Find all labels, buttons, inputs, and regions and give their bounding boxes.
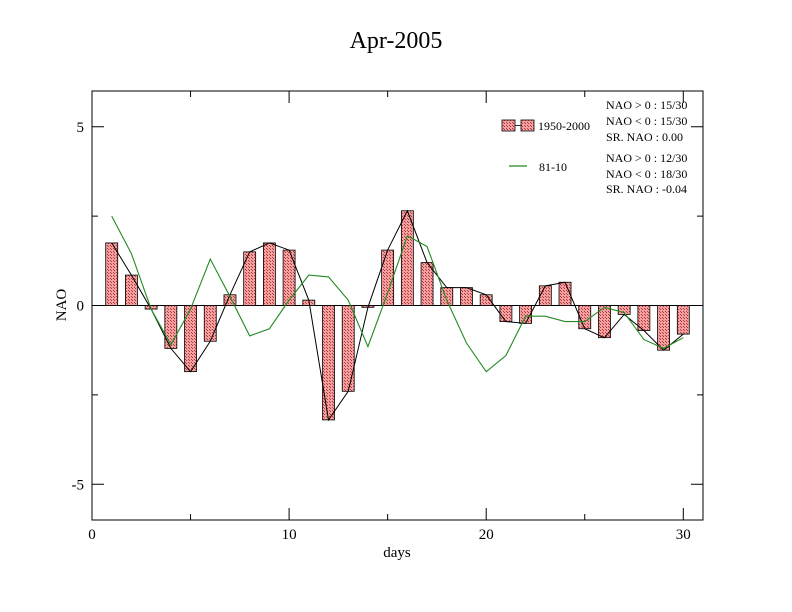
stat-8110-sr: SR. NAO : -0.04 [606,182,687,196]
x-axis-label: days [383,545,411,561]
legend-bar-swatch-2 [520,119,535,132]
bar-day-1 [105,242,119,306]
stat-8110-pos: NAO > 0 : 12/30 [606,151,687,165]
series-line-1950-2000 [111,209,684,422]
stat-8110-neg: NAO < 0 : 18/30 [606,167,687,181]
bar-day-18 [440,287,454,306]
stat-1950-pos: NAO > 0 : 15/30 [606,98,687,112]
legend: 1950-2000 NAO > 0 : 15/30 NAO < 0 : 15/3… [501,98,687,196]
bar-day-25 [578,305,592,330]
y-tick-label: 5 [77,120,85,136]
bar-day-12 [322,305,335,421]
bar-day-10 [282,249,296,306]
chart-title: Apr-2005 [349,28,443,54]
y-tick-label: 0 [77,299,85,315]
y-axis-label: NAO [54,289,70,322]
bar-day-16 [400,210,414,306]
x-tick-label: 20 [479,527,494,543]
bar-day-19 [460,287,473,306]
bar-day-30 [676,305,690,335]
bar-day-17 [420,262,434,306]
stat-1950-neg: NAO < 0 : 15/30 [606,114,687,128]
bar-day-6 [203,305,217,342]
legend-bar-swatch-1 [501,119,516,132]
bar-day-24 [558,281,572,306]
x-tick-label: 30 [676,527,691,543]
x-tick-label: 10 [282,527,297,543]
legend-label-1950-2000: 1950-2000 [538,119,590,133]
legend-label-81-10: 81-10 [539,160,567,174]
series-line-81-10 [111,215,684,373]
bar-day-21 [499,305,513,322]
bar-day-13 [341,305,355,392]
bar-day-2 [125,274,138,306]
bar-day-29 [657,305,670,351]
bar-day-9 [262,242,276,306]
y-tick-label: -5 [72,477,85,493]
bar-day-23 [538,285,552,306]
bar-day-15 [381,249,395,306]
lines [111,209,684,422]
stat-1950-sr: SR. NAO : 0.00 [606,130,683,144]
bar-day-4 [164,305,178,349]
x-tick-label: 0 [88,527,96,543]
bar-day-5 [184,305,197,373]
bars [105,210,690,421]
